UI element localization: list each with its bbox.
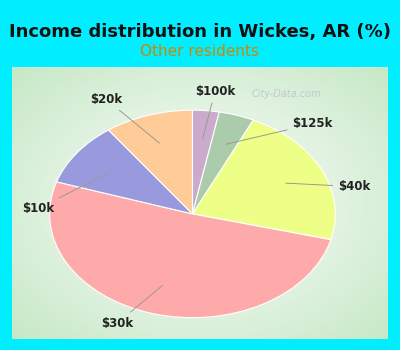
Text: $100k: $100k [195, 85, 235, 139]
Text: $20k: $20k [90, 93, 160, 143]
Text: $40k: $40k [286, 180, 370, 193]
Text: $10k: $10k [22, 173, 109, 215]
Wedge shape [192, 112, 253, 214]
Wedge shape [192, 120, 335, 240]
Text: Other residents: Other residents [140, 44, 260, 59]
Text: City-Data.com: City-Data.com [252, 89, 321, 99]
Text: Income distribution in Wickes, AR (%): Income distribution in Wickes, AR (%) [9, 23, 391, 41]
Wedge shape [50, 182, 331, 318]
Wedge shape [108, 110, 192, 214]
Text: $30k: $30k [101, 286, 162, 330]
Wedge shape [192, 110, 219, 214]
Text: $125k: $125k [226, 117, 333, 144]
Wedge shape [56, 130, 192, 214]
